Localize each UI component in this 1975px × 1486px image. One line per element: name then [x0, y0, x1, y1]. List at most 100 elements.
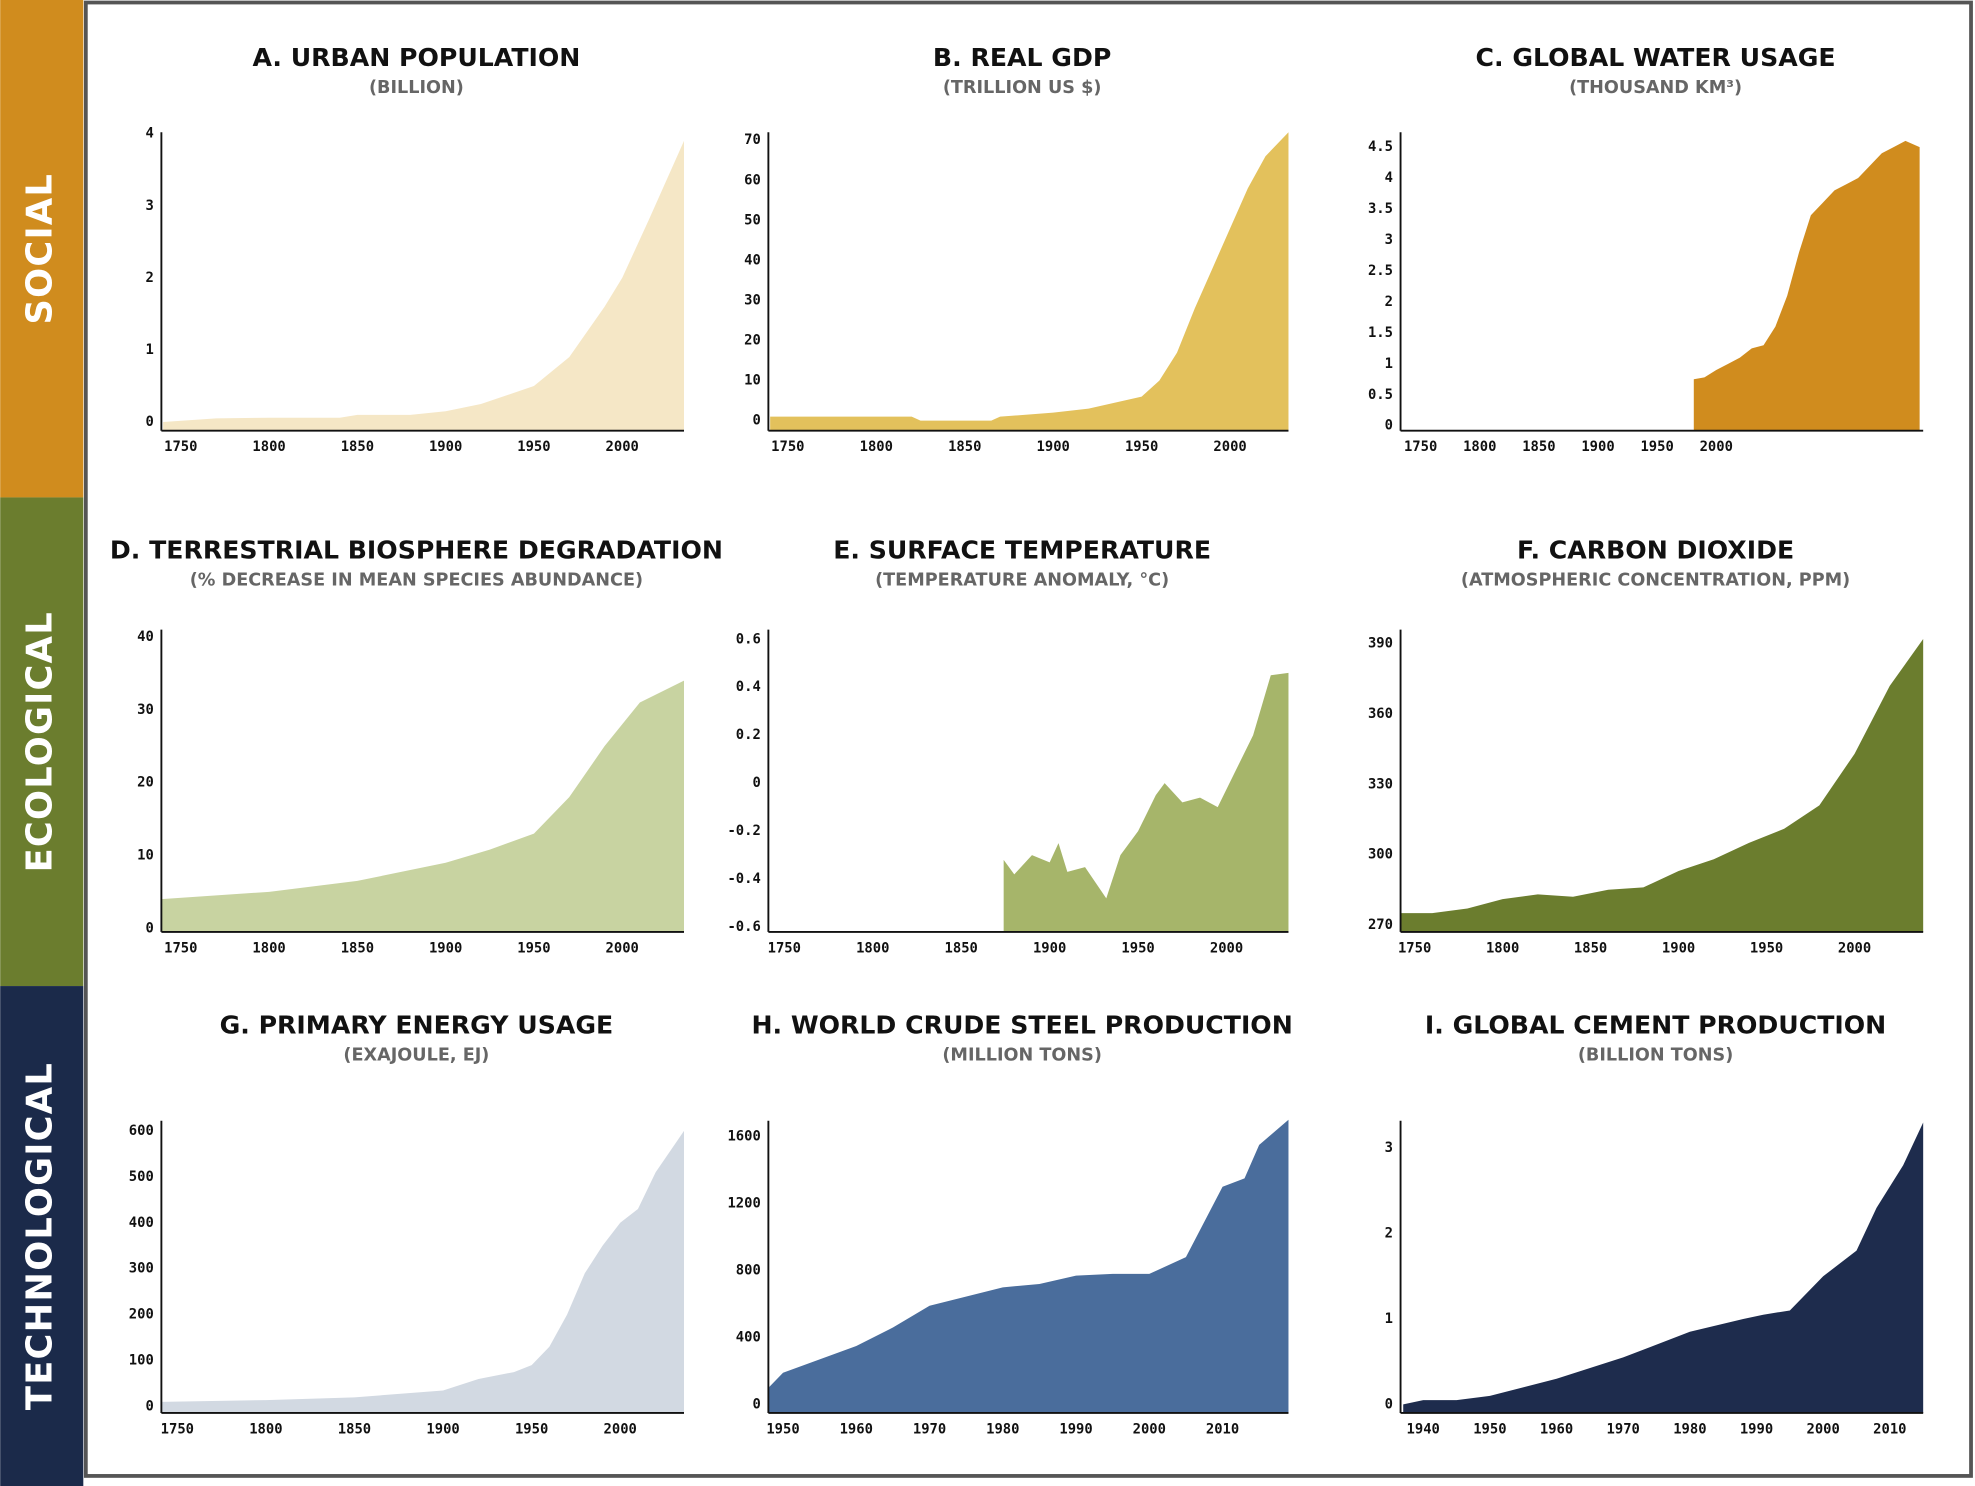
chart-title: E. SURFACE TEMPERATURE [833, 536, 1211, 565]
y-tick-label: 40 [137, 629, 154, 645]
x-tick-label: 2000 [1133, 1421, 1166, 1437]
y-tick-label: 10 [744, 373, 761, 389]
y-tick-label: -0.4 [727, 871, 760, 887]
x-tick-label: 1800 [1463, 439, 1496, 455]
y-tick-label: 40 [744, 252, 761, 268]
x-tick-label: 1800 [1486, 940, 1519, 956]
x-tick-label: 1850 [1522, 439, 1555, 455]
x-tick-label: 1750 [164, 439, 197, 455]
y-tick-label: 60 [744, 172, 761, 188]
y-tick-label: 0 [145, 920, 153, 936]
y-tick-label: 3 [145, 198, 153, 214]
y-tick-label: 1600 [727, 1129, 760, 1145]
x-tick-label: 1950 [1125, 439, 1158, 455]
x-tick-label: 2000 [1700, 439, 1733, 455]
chart-title: B. REAL GDP [933, 43, 1111, 72]
x-tick-label: 2000 [606, 439, 639, 455]
x-tick-label: 1750 [164, 940, 197, 956]
y-tick-label: 0 [145, 1399, 153, 1415]
x-tick-label: 1940 [1407, 1421, 1440, 1437]
chart-title: I. GLOBAL CEMENT PRODUCTION [1425, 1010, 1886, 1039]
x-tick-label: 1850 [1574, 940, 1607, 956]
x-tick-label: 1900 [429, 439, 462, 455]
x-tick-label: 1850 [948, 439, 981, 455]
x-tick-label: 1850 [341, 940, 374, 956]
chart-title: G. PRIMARY ENERGY USAGE [220, 1010, 614, 1039]
y-tick-label: 500 [129, 1169, 154, 1185]
y-tick-label: 2 [1385, 1226, 1393, 1242]
x-tick-label: 1970 [1607, 1421, 1640, 1437]
chart-subtitle: (BILLION TONS) [1578, 1045, 1733, 1065]
y-tick-label: 1 [1385, 356, 1393, 372]
chart-title: D. TERRESTRIAL BIOSPHERE DEGRADATION [110, 536, 723, 565]
x-tick-label: 2000 [1213, 439, 1246, 455]
frame [83, 0, 1973, 1478]
section-label: TECHNOLOGICAL [20, 1062, 61, 1410]
x-tick-label: 1750 [1404, 439, 1437, 455]
x-tick-label: 1990 [1059, 1421, 1092, 1437]
y-tick-label: 0 [752, 1397, 760, 1413]
area [1403, 1122, 1924, 1413]
area [1693, 140, 1920, 431]
y-tick-label: -0.2 [727, 823, 760, 839]
x-tick-label: 1900 [429, 940, 462, 956]
x-tick-label: 1750 [768, 940, 801, 956]
y-tick-label: 1.5 [1368, 325, 1393, 341]
x-tick-label: 1990 [1740, 1421, 1773, 1437]
chart-subtitle: (EXAJOULE, EJ) [343, 1045, 489, 1065]
y-tick-label: 0 [1385, 418, 1393, 434]
area [770, 132, 1289, 431]
y-tick-label: 70 [744, 132, 761, 148]
chart-subtitle: (THOUSAND KM³) [1569, 78, 1742, 98]
x-tick-label: 1900 [1033, 940, 1066, 956]
x-tick-label: 1850 [338, 1421, 371, 1437]
y-tick-label: 0 [1385, 1396, 1393, 1412]
x-tick-label: 1950 [766, 1421, 799, 1437]
y-tick-label: 50 [744, 212, 761, 228]
x-tick-label: 1970 [913, 1421, 946, 1437]
chart-subtitle: (TRILLION US $) [943, 78, 1102, 98]
y-tick-label: 20 [744, 333, 761, 349]
y-tick-label: 300 [129, 1261, 154, 1277]
x-tick-label: 1900 [1037, 439, 1070, 455]
y-tick-label: 0.2 [736, 727, 761, 743]
x-tick-label: 2000 [1807, 1421, 1840, 1437]
area [1003, 672, 1289, 932]
y-tick-label: 0.4 [736, 679, 761, 695]
x-tick-label: 1980 [1673, 1421, 1706, 1437]
x-tick-label: 1750 [161, 1421, 194, 1437]
section-band [0, 0, 84, 498]
area [1400, 639, 1924, 932]
y-tick-label: 400 [736, 1330, 761, 1346]
chart-subtitle: (ATMOSPHERIC CONCENTRATION, PPM) [1461, 571, 1850, 591]
chart-subtitle: (TEMPERATURE ANOMALY, °C) [875, 571, 1169, 591]
y-tick-label: 1 [145, 342, 153, 358]
y-tick-label: 30 [744, 292, 761, 308]
section-band [0, 497, 84, 987]
y-tick-label: 390 [1368, 636, 1393, 652]
chart-title: A. URBAN POPULATION [252, 43, 580, 72]
x-tick-label: 1950 [517, 940, 550, 956]
y-tick-label: 200 [129, 1307, 154, 1323]
chart-subtitle: (MILLION TONS) [942, 1045, 1102, 1065]
y-tick-label: 0.6 [736, 631, 761, 647]
y-tick-label: 360 [1368, 706, 1393, 722]
y-tick-label: 1200 [727, 1196, 760, 1212]
x-tick-label: 2010 [1873, 1421, 1906, 1437]
x-tick-label: 1950 [1640, 439, 1673, 455]
x-tick-label: 1960 [1540, 1421, 1573, 1437]
y-tick-label: 4.5 [1368, 139, 1393, 155]
x-tick-label: 1980 [986, 1421, 1019, 1437]
area [161, 1130, 685, 1413]
y-tick-label: 400 [129, 1215, 154, 1231]
chart-title: H. WORLD CRUDE STEEL PRODUCTION [751, 1010, 1292, 1039]
y-tick-label: 3 [1385, 1140, 1393, 1156]
y-tick-label: 300 [1368, 847, 1393, 863]
y-tick-label: 2 [145, 270, 153, 286]
x-tick-label: 1850 [945, 940, 978, 956]
x-tick-label: 1750 [1398, 940, 1431, 956]
x-tick-label: 1800 [856, 940, 889, 956]
y-tick-label: 3 [1385, 232, 1393, 248]
